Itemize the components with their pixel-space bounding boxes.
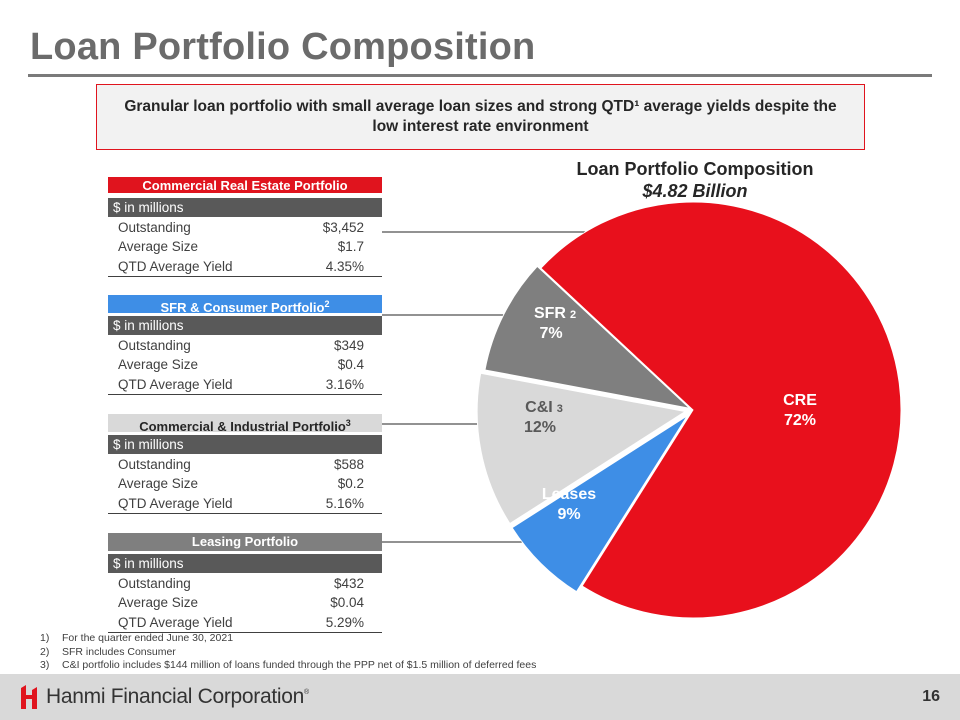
table-row: Outstanding $432	[108, 574, 382, 593]
footnote-text: SFR includes Consumer	[62, 645, 176, 658]
footnote: 2) SFR includes Consumer	[40, 646, 536, 660]
table-row: Outstanding $588	[108, 455, 382, 474]
row-label: QTD Average Yield	[118, 614, 233, 630]
ci-table-header: Commercial & Industrial Portfolio3	[108, 414, 382, 434]
row-label: Outstanding	[118, 220, 191, 235]
sfr-table-header: SFR & Consumer Portfolio2	[108, 295, 382, 315]
row-label: QTD Average Yield	[118, 495, 233, 511]
table-row: QTD Average Yield 5.16%	[108, 494, 382, 513]
row-value: $0.2	[337, 476, 364, 492]
chart-title: Loan Portfolio Composition $4.82 Billion	[555, 158, 835, 202]
slice-label: SFR 2	[534, 305, 576, 322]
table-row: Average Size $0.04	[108, 593, 382, 612]
cre-table-header: Commercial Real Estate Portfolio	[108, 177, 382, 195]
footnote: 3) C&I portfolio includes $144 million of…	[40, 659, 536, 673]
footnote-text: For the quarter ended June 30, 2021	[62, 632, 234, 644]
leasing-table-header: Leasing Portfolio	[108, 533, 382, 551]
row-value: 5.29%	[325, 614, 364, 630]
footnote-text: C&I portfolio includes $144 million of l…	[62, 659, 537, 671]
ci-table-title: Commercial & Industrial Portfolio	[139, 419, 346, 434]
row-label: Outstanding	[118, 338, 191, 353]
company-name-text: Hanmi Financial Corporation	[46, 685, 305, 708]
row-value: $588	[333, 457, 364, 472]
connector-lines	[382, 231, 604, 543]
row-value: $432	[333, 576, 364, 591]
footnote: 1) For the quarter ended June 30, 2021	[40, 632, 536, 646]
trademark-symbol: ®	[304, 689, 309, 696]
cre-table-units: $ in millions	[108, 198, 382, 217]
slice-label-footnote: 2	[570, 309, 576, 321]
table-row: Average Size $0.2	[108, 474, 382, 493]
row-label: Average Size	[118, 595, 199, 611]
sfr-table-title: SFR & Consumer Portfolio	[160, 300, 325, 315]
footnote-number: 2)	[40, 645, 50, 658]
row-label: Average Size	[118, 239, 199, 255]
slice-value-label: 9%	[557, 506, 580, 523]
row-value: $349	[333, 338, 364, 353]
table-row: Average Size $0.4	[108, 355, 382, 374]
footer-bar: Hanmi Financial Corporation® 16	[0, 674, 960, 720]
row-value: $3,452	[322, 220, 364, 235]
row-label: Outstanding	[118, 457, 191, 472]
company-logo: Hanmi Financial Corporation®	[18, 684, 309, 710]
table-row: QTD Average Yield 3.16%	[108, 375, 382, 394]
footnote-number: 3)	[40, 659, 50, 671]
row-label: Average Size	[118, 357, 199, 373]
row-label: QTD Average Yield	[118, 376, 233, 392]
sfr-table-units: $ in millions	[108, 316, 382, 335]
key-message-callout: Granular loan portfolio with small avera…	[96, 84, 865, 150]
ci-portfolio-table: Commercial & Industrial Portfolio3 $ in …	[108, 414, 382, 514]
row-label: Outstanding	[118, 576, 191, 591]
footnotes: 1) For the quarter ended June 30, 2021 2)…	[40, 632, 536, 673]
row-label: Average Size	[118, 476, 199, 492]
slice-label: Leases	[542, 486, 596, 503]
pie-slice-leases	[484, 265, 692, 410]
table-row: Outstanding $3,452	[108, 218, 382, 237]
row-value: $0.4	[337, 357, 364, 373]
page-title: Loan Portfolio Composition	[30, 26, 536, 68]
slice-label: CRE	[783, 392, 817, 409]
leasing-table-title: Leasing Portfolio	[191, 534, 299, 549]
pie-slice-ci	[476, 372, 687, 525]
row-value: $0.04	[330, 595, 364, 611]
table-row: Average Size $1.7	[108, 237, 382, 256]
slice-label-footnote: 3	[557, 403, 563, 415]
cre-portfolio-table: Commercial Real Estate Portfolio $ in mi…	[108, 177, 382, 277]
row-label: QTD Average Yield	[118, 258, 233, 274]
page-number: 16	[922, 688, 940, 705]
sfr-portfolio-table: SFR & Consumer Portfolio2 $ in millions …	[108, 295, 382, 395]
pie-slice-sfr	[511, 415, 688, 593]
leasing-portfolio-table: Leasing Portfolio $ in millions Outstand…	[108, 533, 382, 633]
row-value: $1.7	[337, 239, 364, 255]
chart-title-text: Loan Portfolio Composition	[576, 159, 814, 179]
footnote-marker: 3	[345, 418, 351, 428]
table-row: Outstanding $349	[108, 336, 382, 355]
table-row: QTD Average Yield 4.35%	[108, 257, 382, 276]
hanmi-logo-icon	[21, 685, 37, 709]
row-value: 4.35%	[325, 258, 364, 274]
title-divider	[28, 74, 932, 77]
slice-value-label: 7%	[539, 325, 562, 342]
pie-slice-cre	[540, 201, 902, 619]
slice-value-label: 72%	[784, 412, 816, 429]
leasing-table-units: $ in millions	[108, 554, 382, 573]
slice-value-label: 12%	[524, 419, 556, 436]
row-value: 3.16%	[325, 376, 364, 392]
row-value: 5.16%	[325, 495, 364, 511]
footnote-marker: 2	[324, 299, 330, 309]
ci-table-units: $ in millions	[108, 435, 382, 454]
footnote-number: 1)	[40, 632, 50, 644]
chart-subtitle: $4.82 Billion	[642, 181, 748, 201]
company-name: Hanmi Financial Corporation®	[46, 685, 309, 709]
cre-table-title: Commercial Real Estate Portfolio	[142, 178, 348, 193]
table-row: QTD Average Yield 5.29%	[108, 613, 382, 632]
